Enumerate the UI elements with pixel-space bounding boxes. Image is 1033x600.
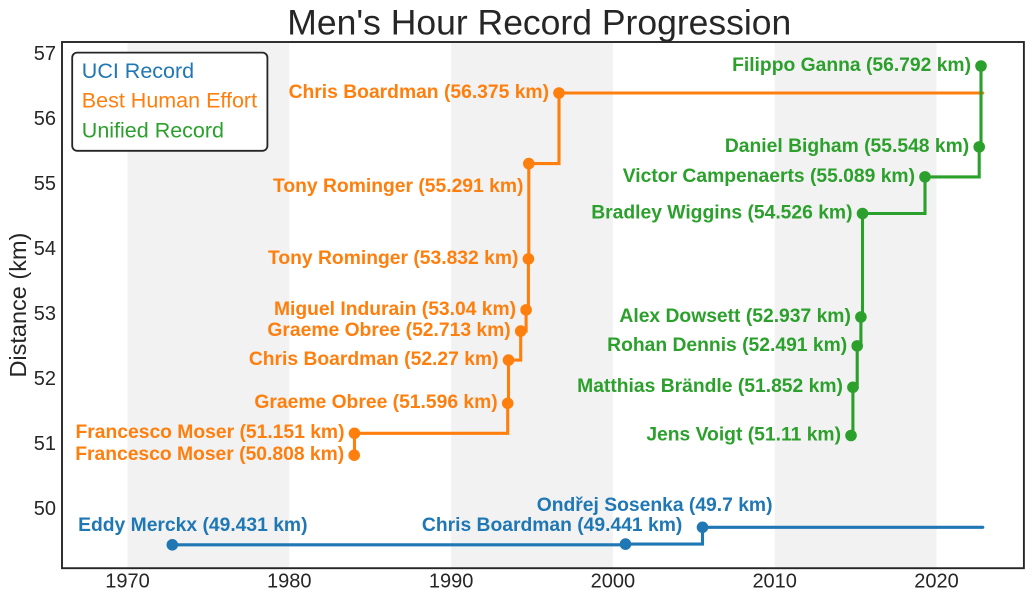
svg-text:50: 50 xyxy=(34,498,56,520)
svg-text:Francesco Moser (51.151 km): Francesco Moser (51.151 km) xyxy=(76,422,345,443)
svg-text:Chris Boardman (49.441 km): Chris Boardman (49.441 km) xyxy=(422,515,682,536)
svg-text:53: 53 xyxy=(34,303,56,325)
svg-text:Bradley Wiggins (54.526 km): Bradley Wiggins (54.526 km) xyxy=(591,202,852,223)
svg-text:Jens Voigt (51.11 km): Jens Voigt (51.11 km) xyxy=(646,424,841,445)
svg-text:Chris Boardman (56.375 km): Chris Boardman (56.375 km) xyxy=(289,82,549,103)
svg-text:Men's Hour Record Progression: Men's Hour Record Progression xyxy=(287,3,791,43)
svg-text:Tony Rominger (55.291 km): Tony Rominger (55.291 km) xyxy=(273,176,523,197)
svg-text:57: 57 xyxy=(34,43,56,65)
svg-text:2000: 2000 xyxy=(591,570,636,592)
svg-text:1970: 1970 xyxy=(105,570,150,592)
svg-text:UCI Record: UCI Record xyxy=(82,59,194,83)
svg-text:Matthias Brändle (51.852 km): Matthias Brändle (51.852 km) xyxy=(577,376,843,397)
svg-text:2010: 2010 xyxy=(752,570,797,592)
svg-text:Best Human Effort: Best Human Effort xyxy=(82,89,257,113)
svg-text:52: 52 xyxy=(34,368,56,390)
svg-text:55: 55 xyxy=(34,173,56,195)
svg-text:56: 56 xyxy=(34,108,56,130)
svg-text:Alex Dowsett (52.937 km): Alex Dowsett (52.937 km) xyxy=(619,306,850,327)
svg-text:1990: 1990 xyxy=(429,570,474,592)
svg-text:54: 54 xyxy=(34,238,56,260)
svg-text:Rohan Dennis (52.491 km): Rohan Dennis (52.491 km) xyxy=(607,335,847,356)
svg-text:2020: 2020 xyxy=(914,570,959,592)
svg-text:Victor Campenaerts (55.089 km): Victor Campenaerts (55.089 km) xyxy=(623,166,915,187)
svg-text:Distance (km): Distance (km) xyxy=(5,233,31,378)
svg-text:51: 51 xyxy=(34,433,56,455)
svg-text:Eddy Merckx (49.431 km): Eddy Merckx (49.431 km) xyxy=(78,515,307,536)
svg-text:Miguel Indurain (53.04 km): Miguel Indurain (53.04 km) xyxy=(274,299,516,320)
svg-text:Graeme Obree (52.713 km): Graeme Obree (52.713 km) xyxy=(267,320,510,341)
svg-text:Graeme Obree (51.596 km): Graeme Obree (51.596 km) xyxy=(254,392,497,413)
svg-text:Ondřej Sosenka (49.7 km): Ondřej Sosenka (49.7 km) xyxy=(537,495,773,516)
svg-text:Daniel Bigham (55.548 km): Daniel Bigham (55.548 km) xyxy=(725,136,969,157)
svg-text:Tony Rominger (53.832 km): Tony Rominger (53.832 km) xyxy=(268,248,518,269)
svg-text:Francesco Moser (50.808 km): Francesco Moser (50.808 km) xyxy=(75,444,344,465)
svg-text:Chris Boardman (52.27 km): Chris Boardman (52.27 km) xyxy=(249,349,499,370)
svg-text:Unified Record: Unified Record xyxy=(82,119,224,143)
svg-text:1980: 1980 xyxy=(267,570,312,592)
svg-text:Filippo Ganna (56.792 km): Filippo Ganna (56.792 km) xyxy=(732,55,971,76)
